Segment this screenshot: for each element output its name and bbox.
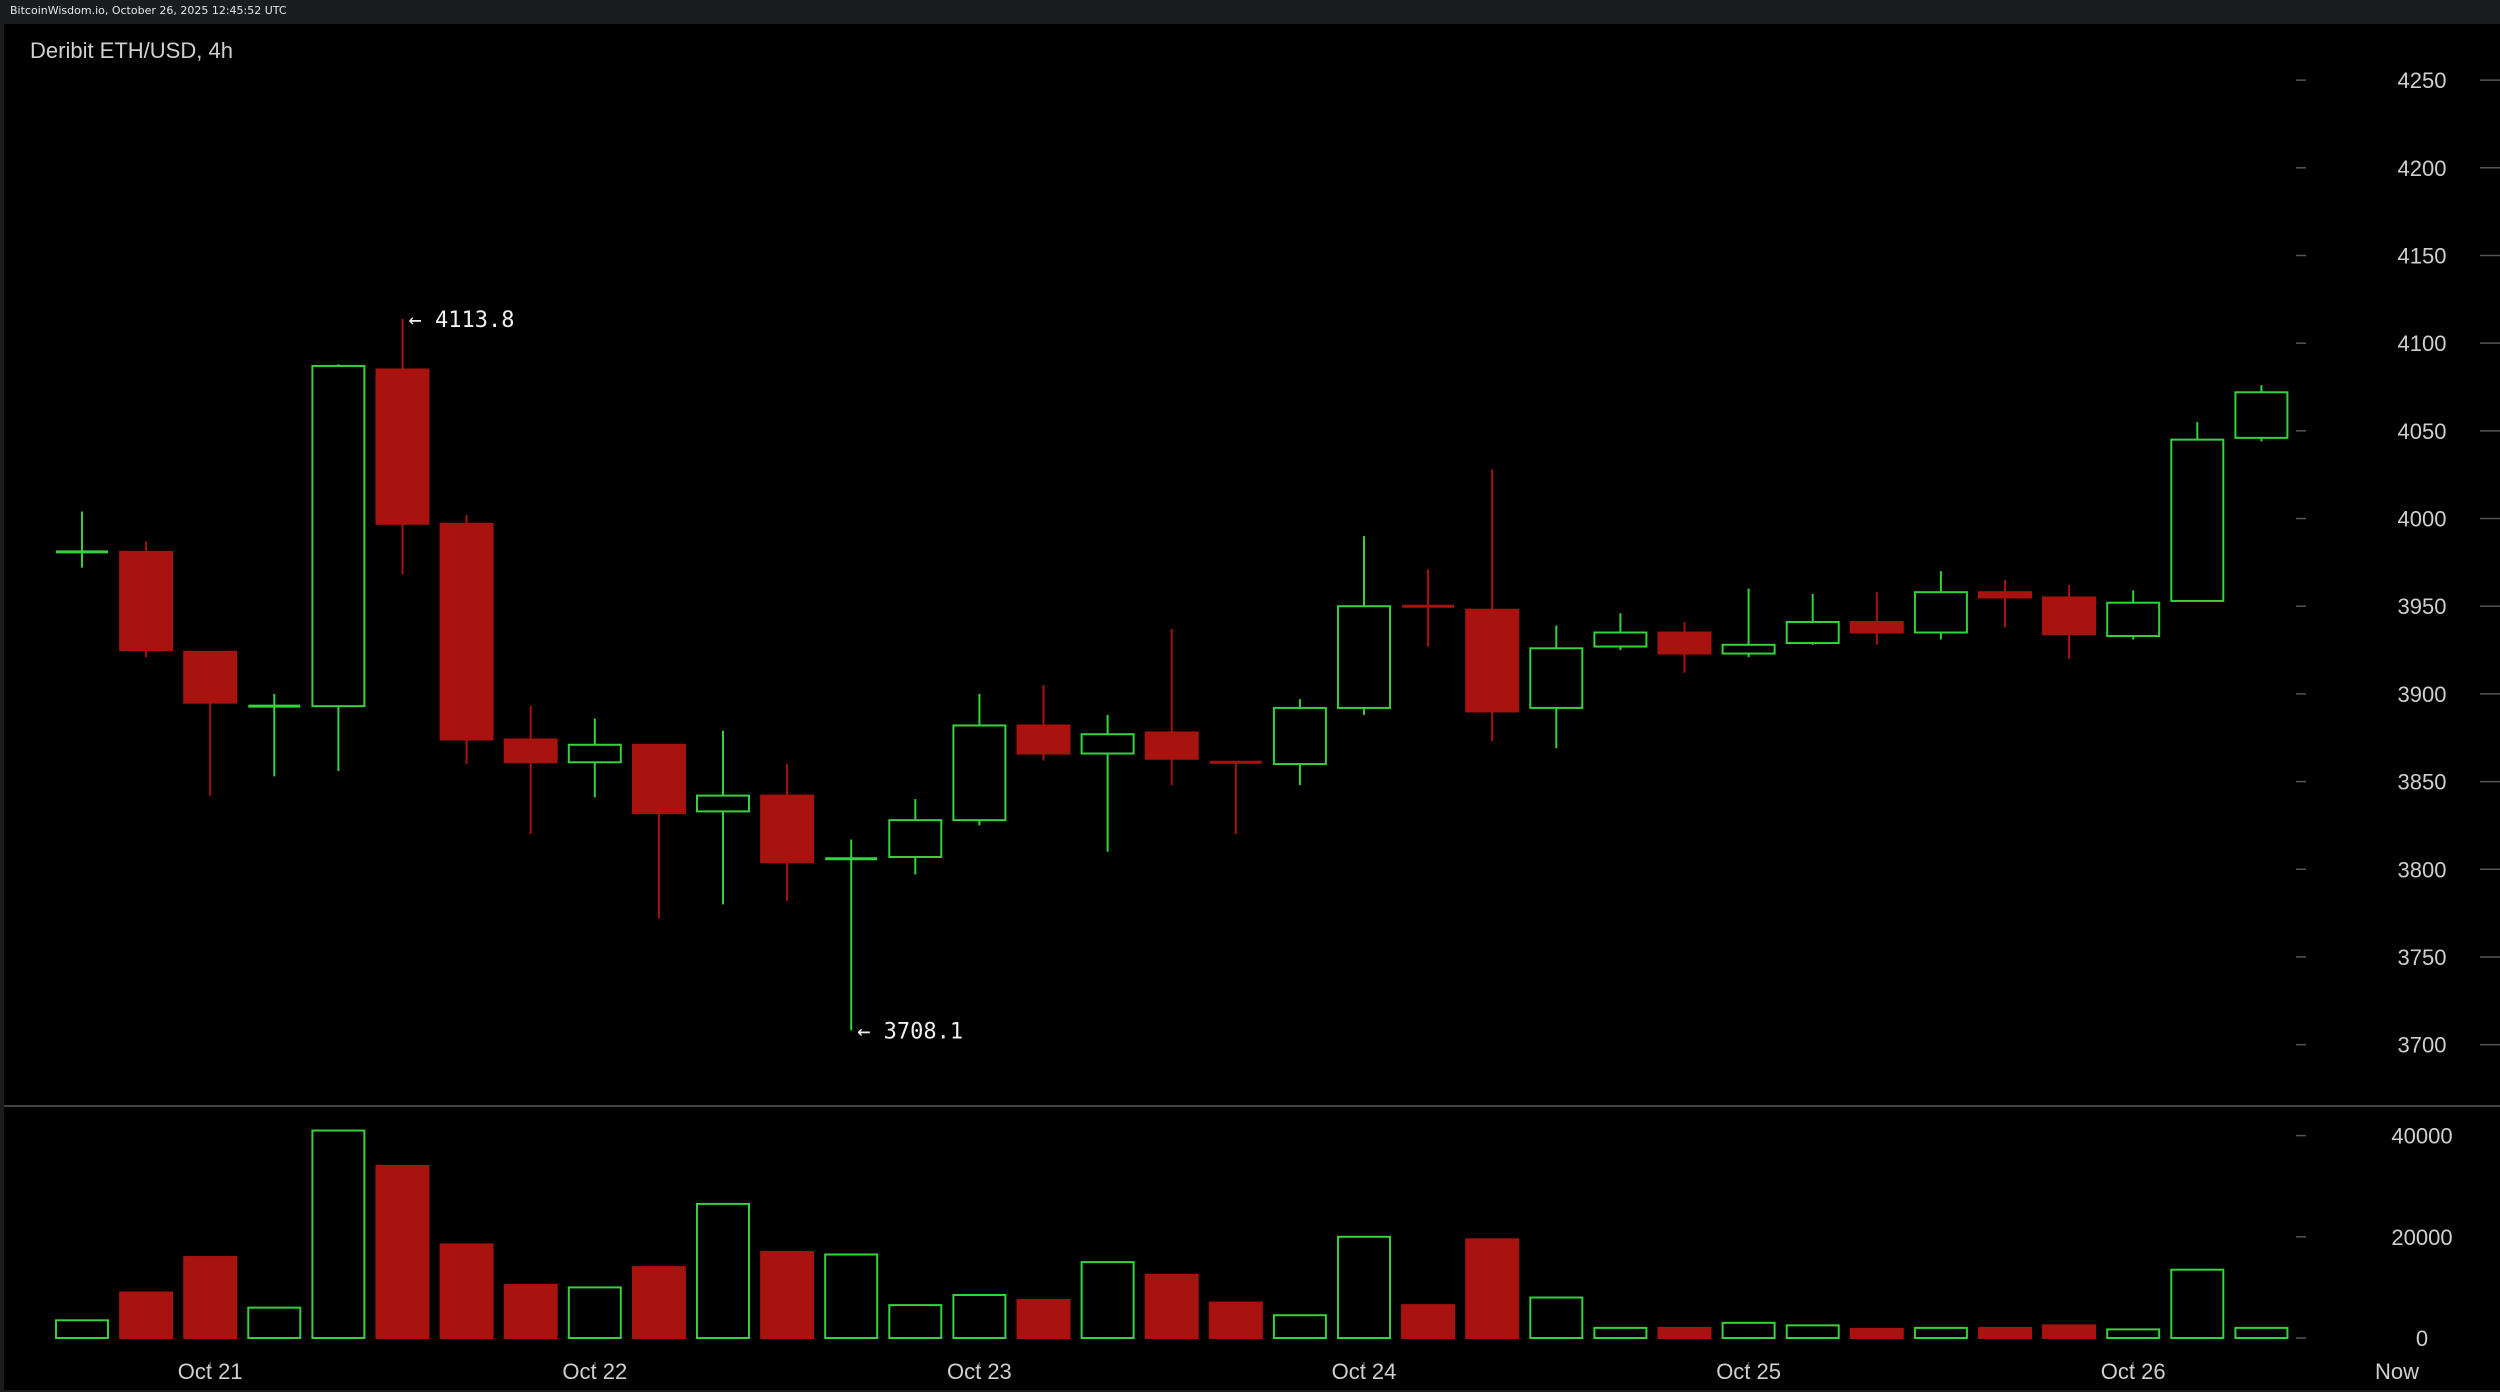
volume-bar[interactable] [1978,1326,2032,1339]
source-text: BitcoinWisdom.io, October 26, 2025 12:45… [10,4,287,17]
price-tick-label: 4000 [2398,507,2447,532]
price-chart[interactable]: Deribit ETH/USD, 4h 3700 3750 3800 3850 3900… [0,24,2500,1392]
time-tick-label: Oct 26 [2101,1359,2166,1384]
time-tick-label: Oct 23 [947,1359,1012,1384]
candle-body[interactable] [439,522,494,741]
price-tick-label: 3900 [2398,682,2447,707]
volume-bar[interactable] [567,1286,622,1339]
volume-bar[interactable] [1016,1299,1071,1340]
candle-body[interactable] [2170,438,2225,602]
candle-body[interactable] [2042,596,2097,636]
chart-frame: Deribit ETH/USD, 4h 3700 3750 3800 3850 3900… [0,24,2500,1392]
candle-body[interactable] [1144,731,1199,760]
volume-bar[interactable] [824,1253,879,1339]
price-tick-label: 3750 [2398,945,2447,970]
volume-bar[interactable] [119,1291,174,1340]
price-tick-label: 4050 [2398,419,2447,444]
volume-bar[interactable] [1785,1324,1840,1339]
candle-body[interactable] [1337,605,1391,709]
chart-title: Deribit ETH/USD, 4h [30,38,233,63]
candle-body[interactable] [1465,608,1520,713]
volume-tick-label: 40000 [2391,1124,2452,1149]
volume-bar[interactable] [1721,1321,1776,1340]
volume-bar[interactable] [247,1306,302,1339]
chart-background [4,24,2500,1390]
candle-body[interactable] [2106,601,2161,638]
volume-bar[interactable] [2106,1328,2161,1339]
candle-body[interactable] [375,368,430,525]
volume-bar[interactable] [1529,1296,1584,1339]
price-tick-label: 4100 [2398,331,2447,356]
candle-body[interactable] [567,743,622,764]
volume-bar[interactable] [2234,1326,2289,1339]
time-tick-label: Oct 21 [178,1359,243,1384]
volume-bar[interactable] [1080,1261,1135,1340]
time-tick-label: Oct 22 [562,1359,627,1384]
candle-body[interactable] [1080,733,1135,755]
candle-body[interactable] [1849,620,1904,634]
price-tick-label: 4200 [2398,156,2447,181]
time-tick-label: Oct 24 [1332,1359,1397,1384]
candle-body[interactable] [311,364,366,708]
candle-body[interactable] [1593,631,1648,648]
volume-bar[interactable] [55,1319,109,1340]
volume-bar[interactable] [1913,1326,1968,1339]
volume-bar[interactable] [439,1243,494,1339]
price-tick-label: 3800 [2398,857,2447,882]
volume-bar[interactable] [696,1202,750,1339]
volume-bar[interactable] [1849,1327,1904,1340]
volume-bar[interactable] [631,1266,686,1339]
candle-body[interactable] [503,738,558,764]
price-tick-label: 3700 [2398,1033,2447,1058]
candle-body[interactable] [1978,591,2032,599]
candle-body[interactable] [1721,643,1776,655]
candle-body[interactable] [1657,631,1712,655]
candle-body[interactable] [1016,724,1071,755]
volume-bar[interactable] [2170,1268,2225,1340]
volume-bar[interactable] [760,1250,815,1340]
volume-bar[interactable] [1144,1273,1199,1339]
time-tick-label: Now [2375,1359,2419,1384]
volume-tick-label: 0 [2416,1326,2428,1351]
candle-body[interactable] [888,819,943,858]
candle-body[interactable] [952,724,1007,822]
price-tick-label: 4150 [2398,243,2447,268]
volume-bar[interactable] [952,1293,1007,1339]
candle-body[interactable] [183,650,238,704]
price-tick-label: 4250 [2398,68,2447,93]
volume-bar[interactable] [1272,1314,1327,1339]
volume-bar[interactable] [1465,1238,1520,1340]
candle-body[interactable] [696,794,750,813]
volume-bar[interactable] [311,1129,366,1340]
price-tick-label: 3850 [2398,770,2447,795]
candle-body[interactable] [119,550,174,652]
volume-bar[interactable] [375,1164,430,1339]
candle-body[interactable] [760,794,815,864]
candle-body[interactable] [1785,620,1840,645]
volume-bar[interactable] [183,1256,238,1339]
candle-body[interactable] [1913,591,1968,634]
price-annotation: ← 4113.8 [409,308,515,333]
candle-body[interactable] [631,743,686,815]
volume-bar[interactable] [1657,1326,1712,1339]
volume-bar[interactable] [503,1283,558,1339]
volume-bar[interactable] [1401,1304,1456,1339]
price-tick-label: 3950 [2398,594,2447,619]
source-bar: BitcoinWisdom.io, October 26, 2025 12:45… [0,0,2500,24]
candle-body[interactable] [2234,391,2289,439]
volume-bar[interactable] [1208,1301,1263,1340]
candle-body[interactable] [1272,706,1327,766]
volume-bar[interactable] [2042,1324,2097,1339]
price-annotation: ← 3708.1 [857,1019,963,1044]
volume-bar[interactable] [888,1304,943,1339]
candle-body[interactable] [1529,647,1584,709]
volume-bar[interactable] [1337,1235,1391,1339]
time-tick-label: Oct 25 [1716,1359,1781,1384]
volume-bar[interactable] [1593,1326,1648,1339]
volume-tick-label: 20000 [2391,1225,2452,1250]
